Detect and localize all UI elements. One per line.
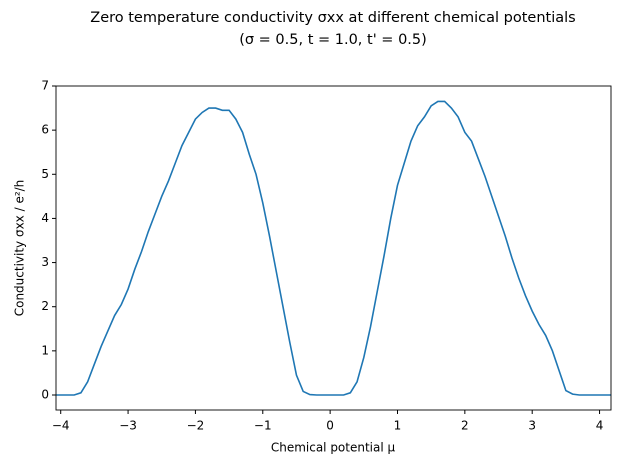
x-tick-label: 3 bbox=[528, 419, 536, 433]
x-tick-label: −4 bbox=[52, 419, 70, 433]
x-tick-label: 1 bbox=[394, 419, 402, 433]
x-tick-label: −3 bbox=[119, 419, 137, 433]
y-tick-label: 5 bbox=[41, 167, 49, 181]
x-tick-label: 4 bbox=[596, 419, 604, 433]
y-tick-label: 2 bbox=[41, 299, 49, 313]
x-tick-label: −2 bbox=[187, 419, 205, 433]
chart-subtitle: (σ = 0.5, t = 1.0, t' = 0.5) bbox=[239, 32, 427, 48]
x-tick-label: 0 bbox=[326, 419, 334, 433]
y-tick-label: 7 bbox=[41, 79, 49, 93]
y-axis-label: Conductivity σxx / e²/h bbox=[13, 180, 27, 317]
x-tick-label: −1 bbox=[254, 419, 272, 433]
x-tick-label: 2 bbox=[461, 419, 469, 433]
y-tick-label: 1 bbox=[41, 343, 49, 357]
plot-frame bbox=[55, 85, 612, 411]
y-tick-label: 3 bbox=[41, 255, 49, 269]
data-line bbox=[56, 100, 611, 396]
chart-title: Zero temperature conductivity σxx at dif… bbox=[90, 10, 575, 26]
y-tick-label: 6 bbox=[41, 123, 49, 137]
y-tick-label: 4 bbox=[41, 211, 49, 225]
x-axis-label: Chemical potential μ bbox=[271, 441, 396, 455]
y-tick-label: 0 bbox=[41, 387, 49, 401]
